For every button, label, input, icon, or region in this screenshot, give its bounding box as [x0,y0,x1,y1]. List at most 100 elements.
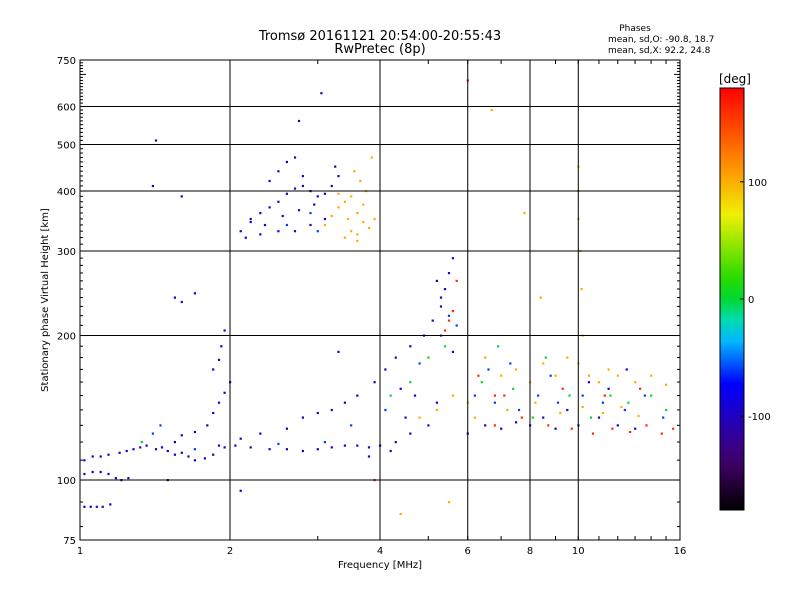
data-point [534,401,537,404]
data-point [114,477,117,480]
data-point [99,455,102,458]
data-point [285,160,288,164]
data-point [531,416,534,419]
data-point [173,453,176,456]
data-point [660,432,663,435]
data-point [404,416,407,419]
data-point [151,432,154,435]
data-point [239,489,242,492]
data-point [487,368,490,371]
data-point [367,446,371,449]
data-point [301,184,304,188]
data-point [634,427,637,430]
data-point [473,394,476,397]
data-point [101,505,104,508]
data-point [447,319,451,322]
y-axis-label: Stationary phase Virtual Height [km] [40,208,51,392]
data-point [443,329,447,332]
data-point [259,212,262,215]
data-point [293,230,297,233]
data-point [561,387,564,390]
data-point [281,214,284,218]
data-point [473,416,476,419]
data-point [587,374,590,377]
colorbar-ticks: 100 0 -100 [740,178,771,423]
data-point [323,217,326,221]
data-point [356,212,359,215]
data-point [223,329,226,332]
y-tick-label: 400 [57,187,76,198]
data-point [439,305,443,308]
data-point [607,368,610,371]
data-point [154,448,158,451]
x-tick-label: 1 [77,546,83,557]
data-point [337,192,340,195]
data-point [277,442,280,445]
data-point [187,455,190,458]
y-tick-label: 75 [63,536,76,547]
data-point [627,401,630,404]
data-point [439,296,443,299]
data-point [484,424,487,427]
data-point [554,374,557,377]
data-point [591,432,595,435]
data-point [493,401,496,404]
data-point [193,292,196,295]
data-point [447,314,451,317]
data-point [451,350,454,353]
data-point [539,296,542,299]
data-point [581,405,584,409]
data-point [91,455,94,458]
data-point [220,345,223,348]
data-point [99,470,102,474]
data-point [672,427,675,430]
data-point [212,411,215,415]
data-point [132,448,135,451]
data-point [259,432,262,435]
data-point [293,187,297,190]
data-point [293,156,297,159]
data-point [212,453,215,456]
data-point [537,394,540,397]
y-tick-label: 200 [57,332,76,343]
data-point [249,217,252,221]
data-point [350,195,353,198]
data-point [180,434,183,437]
data-point [427,424,430,427]
data-point [581,394,584,397]
data-point [431,319,434,322]
data-point [399,387,402,390]
data-point [554,427,557,430]
data-point [330,184,333,188]
data-point [394,356,397,359]
data-point [451,310,454,313]
data-point [367,227,371,230]
data-point [330,408,333,412]
data-point [145,444,148,447]
data-point [566,356,569,359]
data-point [343,200,346,203]
y-tick-label: 600 [57,103,76,114]
data-point [506,408,509,412]
data-point [350,230,353,233]
data-point [611,427,614,430]
colorbar-tick-label: -100 [748,412,771,423]
data-point [607,387,610,390]
x-tick-label: 10 [572,546,585,557]
y-tick-label: 100 [57,476,76,487]
data-point [616,424,619,427]
data-point [309,223,312,227]
data-point [384,368,387,371]
colorbar-tick-label: 0 [748,295,754,306]
data-point [249,446,252,449]
data-point [359,179,362,183]
data-point [337,175,340,178]
chart-title-line-1: Tromsø 20161121 20:54:00-20:55:43 [258,29,501,44]
data-point [477,374,480,377]
data-point [373,217,376,221]
data-point [268,179,271,183]
x-tick-label: 16 [674,546,687,557]
data-point [316,195,319,198]
data-point [244,236,247,239]
data-point [645,424,648,427]
